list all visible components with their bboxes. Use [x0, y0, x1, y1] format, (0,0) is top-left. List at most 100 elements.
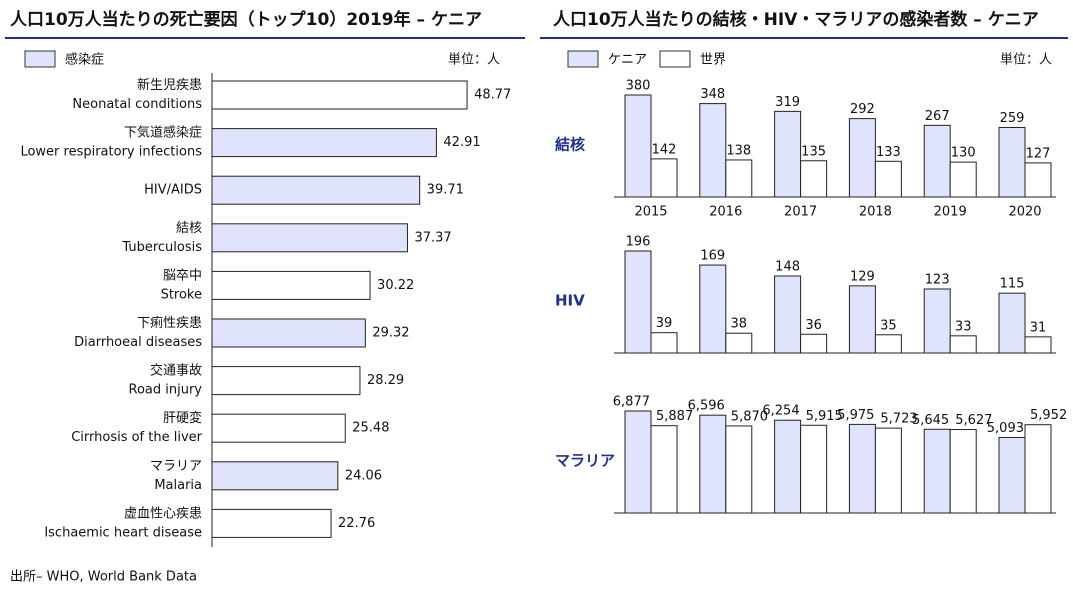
value-label: 33: [955, 319, 972, 334]
value-label: 138: [726, 143, 751, 158]
value-label: 135: [801, 144, 826, 159]
bar: [211, 223, 408, 253]
panel-label: 結核: [555, 136, 585, 154]
source-note: 出所– WHO, World Bank Data: [10, 570, 197, 585]
bar: [211, 80, 468, 110]
value-label: 6,596: [688, 399, 725, 414]
category-label: 下気道感染症: [124, 125, 202, 141]
value-label: 28.29: [367, 373, 404, 388]
value-label: 5,870: [731, 409, 768, 424]
bar: [1024, 424, 1052, 514]
value-label: 127: [1026, 146, 1051, 161]
value-label: 29.32: [372, 326, 409, 341]
bar: [624, 94, 652, 198]
category-label: 結核: [176, 221, 202, 236]
category-label: Ischaemic heart disease: [44, 525, 202, 540]
value-label: 259: [1000, 111, 1025, 126]
value-label: 25.48: [352, 421, 389, 436]
bar: [923, 288, 951, 354]
value-label: 129: [850, 269, 875, 284]
bar: [211, 461, 339, 491]
category-label: マラリア: [150, 459, 202, 474]
bar: [774, 419, 802, 514]
bar: [211, 175, 421, 205]
value-label: 6,254: [762, 404, 799, 419]
bar: [1024, 162, 1052, 198]
bar: [774, 110, 802, 198]
bar: [725, 159, 753, 198]
x-tick-label: 2017: [784, 205, 817, 220]
value-label: 5,627: [955, 413, 992, 428]
category-label: Road injury: [129, 383, 203, 398]
value-label: 148: [775, 259, 800, 274]
bar: [725, 332, 753, 354]
bar: [874, 334, 902, 354]
x-tick-label: 2015: [634, 205, 667, 220]
value-label: 42.91: [443, 135, 480, 150]
value-label: 30.22: [377, 278, 414, 293]
bar: [998, 436, 1026, 514]
value-label: 267: [925, 109, 950, 124]
bar: [650, 425, 678, 514]
value-label: 142: [652, 142, 677, 157]
bar: [923, 124, 951, 198]
category-label: Cirrhosis of the liver: [71, 430, 202, 445]
x-tick-label: 2020: [1008, 205, 1041, 220]
legend-swatch: [659, 50, 691, 68]
value-label: 319: [775, 95, 800, 110]
value-label: 5,723: [880, 412, 917, 427]
chart-title: 人口10万人当たりの結核・HIV・マラリアの感染者数 – ケニア: [553, 9, 1039, 30]
bar: [699, 414, 727, 514]
legend-swatch: [24, 50, 56, 68]
bar: [848, 285, 876, 354]
bar: [650, 332, 678, 354]
value-label: 5,645: [912, 413, 949, 428]
x-tick-label: 2019: [934, 205, 967, 220]
category-label: Lower respiratory infections: [20, 145, 202, 160]
bar: [998, 292, 1026, 354]
value-label: 5,952: [1030, 408, 1067, 423]
value-label: 133: [876, 145, 901, 160]
legend-label: 世界: [700, 53, 726, 68]
category-label: Stroke: [161, 287, 202, 302]
bar: [998, 126, 1026, 198]
category-label: Malaria: [154, 478, 202, 493]
bar: [211, 508, 332, 538]
value-label: 5,915: [806, 409, 843, 424]
x-tick-label: 2016: [709, 205, 742, 220]
value-label: 31: [1030, 320, 1047, 335]
value-label: 123: [925, 272, 950, 287]
value-label: 36: [805, 318, 822, 333]
value-label: 380: [626, 79, 651, 94]
bar: [949, 161, 977, 198]
bar: [874, 427, 902, 514]
legend-label: 感染症: [65, 52, 104, 68]
value-label: 196: [626, 235, 651, 250]
bar: [800, 424, 828, 514]
bar: [949, 429, 977, 514]
bar: [699, 103, 727, 198]
category-label: Neonatal conditions: [72, 97, 202, 112]
unit-label: 単位：人: [1000, 52, 1052, 68]
bar: [800, 333, 828, 354]
category-label: 新生児疾患: [137, 77, 202, 93]
category-label: Tuberculosis: [121, 240, 202, 255]
bar: [923, 428, 951, 514]
bar: [624, 410, 652, 514]
value-label: 37.37: [414, 230, 451, 245]
value-label: 24.06: [345, 468, 382, 483]
bar: [650, 158, 678, 198]
category-label: HIV/AIDS: [144, 183, 202, 198]
bar: [725, 425, 753, 514]
bar: [874, 160, 902, 198]
bar: [800, 160, 828, 198]
category-label: 肝硬変: [163, 410, 202, 426]
x-tick-label: 2018: [859, 205, 892, 220]
value-label: 6,877: [613, 395, 650, 410]
category-label: 下痢性疾患: [137, 315, 202, 331]
bar: [211, 318, 366, 348]
legend-swatch: [567, 50, 599, 68]
bar: [774, 275, 802, 354]
value-label: 348: [700, 87, 725, 102]
value-label: 5,887: [656, 409, 693, 424]
